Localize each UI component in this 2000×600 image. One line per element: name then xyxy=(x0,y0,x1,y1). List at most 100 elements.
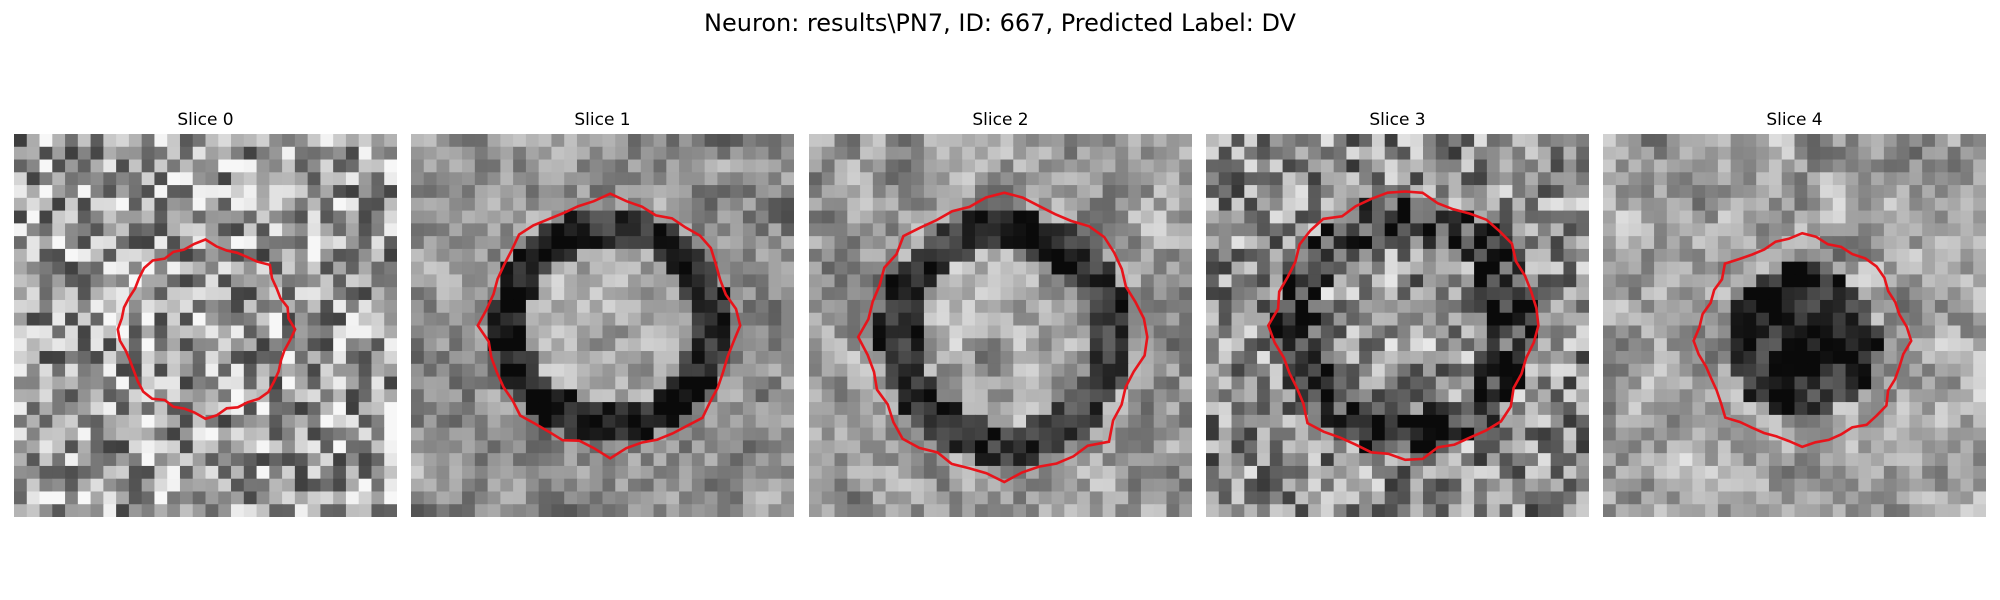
slice-pixel xyxy=(1206,185,1220,199)
slice-pixel xyxy=(90,363,104,378)
slice-pixel xyxy=(1000,338,1014,352)
slice-pixel xyxy=(1077,299,1091,314)
slice-pixel xyxy=(1537,440,1552,454)
slice-pixel xyxy=(1231,274,1245,288)
slice-pixel xyxy=(487,465,501,480)
slice-pixel xyxy=(1794,185,1808,199)
slice-pixel xyxy=(282,440,296,454)
slice-pixel xyxy=(615,248,629,263)
slice-pixel xyxy=(26,134,41,148)
slice-pixel xyxy=(39,248,53,263)
slice-pixel xyxy=(564,453,578,467)
slice-pixel xyxy=(1794,376,1808,390)
slice-pixel xyxy=(974,223,989,237)
slice-pixel xyxy=(1934,172,1949,186)
slice-pixel xyxy=(551,325,565,339)
slice-pixel xyxy=(1206,223,1220,237)
slice-pixel xyxy=(345,414,360,429)
slice-pixel xyxy=(256,146,270,161)
slice-pixel xyxy=(345,172,360,186)
slice-pixel xyxy=(358,491,373,505)
slice-pixel xyxy=(218,427,232,441)
slice-pixel xyxy=(1743,351,1757,365)
slice-pixel xyxy=(1922,312,1936,327)
slice-pixel xyxy=(103,236,117,250)
slice-pixel xyxy=(320,376,334,390)
slice-pixel xyxy=(1537,491,1552,505)
slice-pixel xyxy=(1717,223,1732,237)
slice-pixel xyxy=(1628,338,1642,352)
slice-pixel xyxy=(1717,236,1732,250)
slice-pixel xyxy=(1871,274,1885,288)
slice-pixel xyxy=(1089,134,1104,148)
slice-pixel xyxy=(1781,146,1796,161)
slice-pixel xyxy=(179,146,194,161)
slice-pixel xyxy=(1371,504,1386,517)
slice-pixel xyxy=(962,274,976,288)
slice-pixel xyxy=(834,338,848,352)
slice-pixel xyxy=(821,197,836,212)
slice-pixel xyxy=(847,338,861,352)
slice-pixel xyxy=(423,159,438,173)
slice-pixel xyxy=(1666,325,1681,339)
slice-pixel xyxy=(576,261,591,276)
slice-pixel xyxy=(462,325,476,339)
slice-pixel xyxy=(538,287,553,301)
slice-pixel xyxy=(205,248,219,263)
slice-pixel xyxy=(885,248,899,263)
slice-pixel xyxy=(1820,504,1834,517)
slice-pixel xyxy=(1512,325,1526,339)
slice-pixel xyxy=(218,248,232,263)
slice-pixel xyxy=(358,402,373,416)
slice-pixel xyxy=(1883,261,1898,276)
slice-pixel xyxy=(1832,197,1847,212)
slice-pixel xyxy=(1269,159,1284,173)
slice-pixel xyxy=(1717,287,1732,301)
slice-pixel xyxy=(1295,210,1309,224)
slice-pixel xyxy=(1768,185,1783,199)
slice-pixel xyxy=(1717,427,1732,441)
slice-pixel xyxy=(1077,402,1091,416)
slice-pixel xyxy=(14,465,28,480)
slice-pixel xyxy=(615,299,629,314)
slice-pixel xyxy=(205,185,219,199)
slice-pixel xyxy=(1628,491,1642,505)
slice-pixel xyxy=(847,210,861,224)
slice-pixel xyxy=(1756,146,1770,161)
slice-pixel xyxy=(898,312,912,327)
slice-pixel xyxy=(1576,402,1589,416)
slice-pixel xyxy=(821,223,836,237)
slice-pixel xyxy=(1654,389,1668,403)
slice-pixel xyxy=(1038,491,1053,505)
slice-pixel xyxy=(1807,159,1821,173)
slice-pixel xyxy=(345,338,360,352)
slice-pixel xyxy=(1231,248,1245,263)
slice-pixel xyxy=(1448,478,1462,493)
slice-pixel xyxy=(1320,465,1335,480)
slice-pixel xyxy=(1563,414,1577,429)
slice-pixel xyxy=(551,440,565,454)
slice-pixel xyxy=(218,287,232,301)
slice-pixel xyxy=(1743,389,1757,403)
slice-pixel xyxy=(1064,172,1078,186)
slice-pixel xyxy=(1474,465,1488,480)
slice-pixel xyxy=(1166,325,1180,339)
slice-pixel xyxy=(320,197,334,212)
neuron-contour xyxy=(476,192,742,460)
slice-pixel xyxy=(1423,312,1437,327)
slice-pixel xyxy=(1333,299,1348,314)
slice-pixel xyxy=(449,440,463,454)
slice-pixel xyxy=(538,197,553,212)
slice-pixel xyxy=(1743,210,1757,224)
slice-pixel xyxy=(1308,172,1322,186)
slice-image-4 xyxy=(1603,134,1986,517)
slice-pixel xyxy=(1038,134,1053,148)
slice-pixel xyxy=(513,210,527,224)
slice-pixel xyxy=(128,146,143,161)
slice-pixel xyxy=(1423,223,1437,237)
slice-pixel xyxy=(436,453,450,467)
slice-pixel xyxy=(269,389,283,403)
slice-pixel xyxy=(640,134,655,148)
slice-pixel xyxy=(513,453,527,467)
slice-pixel xyxy=(1666,236,1681,250)
